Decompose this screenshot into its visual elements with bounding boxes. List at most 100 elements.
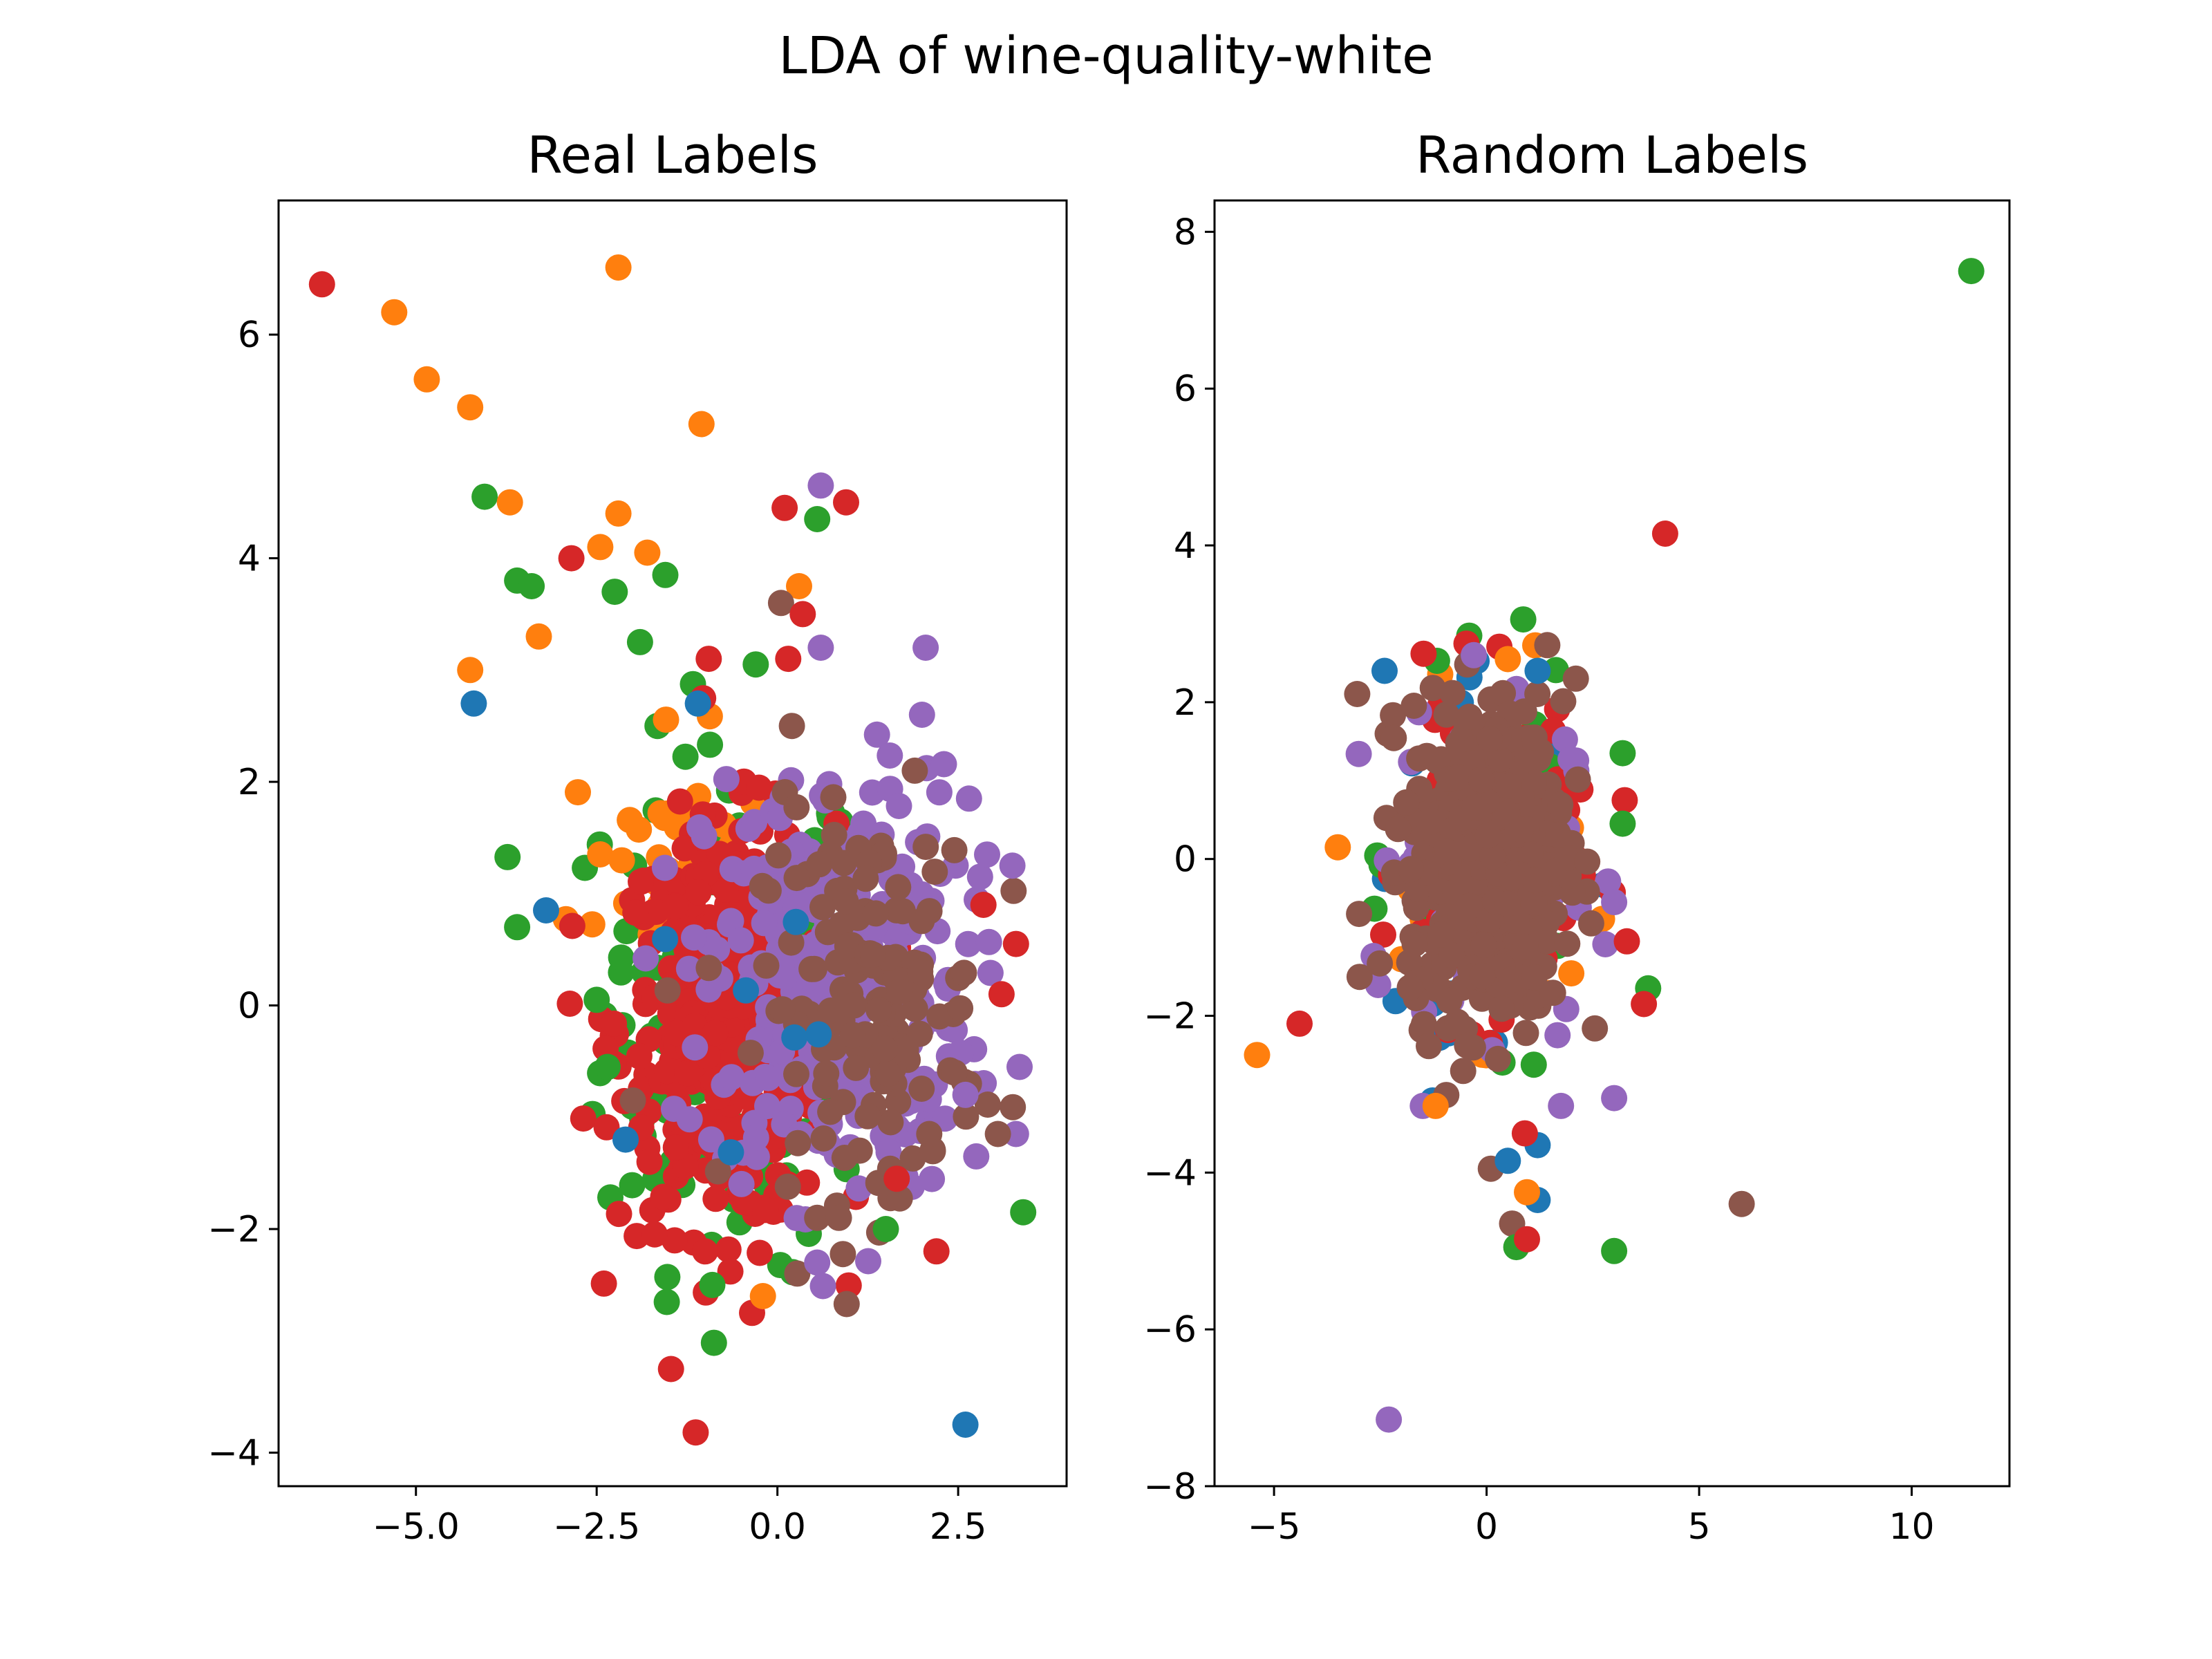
scatter-point bbox=[525, 623, 552, 650]
scatter-point bbox=[801, 955, 827, 982]
y-tick-label: 0 bbox=[238, 986, 261, 1027]
scatter-point bbox=[908, 702, 935, 728]
scatter-point bbox=[999, 852, 1026, 879]
scatter-point bbox=[752, 1197, 779, 1224]
scatter-point bbox=[671, 835, 698, 862]
scatter-point bbox=[814, 919, 841, 946]
scatter-point bbox=[1346, 901, 1373, 928]
scatter-point bbox=[1522, 867, 1549, 894]
scatter-point bbox=[457, 394, 484, 421]
scatter-point bbox=[601, 579, 628, 606]
scatter-point bbox=[308, 271, 335, 298]
scatter-point bbox=[751, 910, 778, 937]
scatter-point bbox=[1456, 892, 1483, 919]
scatter-point bbox=[832, 888, 859, 915]
scatter-point bbox=[872, 1216, 899, 1242]
scatter-point bbox=[556, 991, 583, 1017]
scatter-point bbox=[830, 850, 857, 877]
scatter-point bbox=[755, 1065, 782, 1091]
scatter-point bbox=[952, 1081, 979, 1108]
scatter-point bbox=[652, 926, 679, 953]
x-tick-label: −5 bbox=[1248, 1506, 1301, 1548]
scatter-point bbox=[1564, 766, 1591, 793]
scatter-point bbox=[953, 1103, 980, 1130]
scatter-point bbox=[807, 472, 834, 499]
scatter-point bbox=[783, 865, 810, 892]
scatter-point bbox=[883, 1165, 910, 1192]
x-tick-label: 10 bbox=[1888, 1506, 1934, 1548]
scatter-point bbox=[923, 1238, 950, 1265]
scatter-point bbox=[970, 892, 997, 918]
scatter-point bbox=[682, 1419, 709, 1446]
scatter-point bbox=[653, 1288, 680, 1315]
scatter-point bbox=[977, 959, 1004, 986]
scatter-point bbox=[1468, 767, 1494, 794]
scatter-point bbox=[771, 494, 798, 521]
scatter-point bbox=[457, 657, 484, 684]
scatter-point bbox=[558, 545, 585, 572]
scatter-point bbox=[1439, 679, 1466, 706]
y-tick-label: 0 bbox=[1174, 839, 1197, 881]
y-tick-label: −2 bbox=[207, 1209, 261, 1250]
scatter-point bbox=[1545, 821, 1572, 848]
scatter-point bbox=[1547, 791, 1574, 818]
y-tick-label: 8 bbox=[1174, 212, 1197, 253]
scatter-point bbox=[1324, 834, 1351, 861]
scatter-point bbox=[1385, 816, 1412, 843]
y-tick-label: 2 bbox=[238, 762, 261, 803]
scatter-point bbox=[1499, 864, 1526, 891]
scatter-point bbox=[1511, 1120, 1538, 1147]
scatter-point bbox=[975, 928, 1002, 955]
scatter-point bbox=[1244, 1042, 1271, 1069]
scatter-point bbox=[1403, 894, 1430, 921]
scatter-point bbox=[833, 489, 859, 516]
scatter-point bbox=[885, 793, 912, 819]
scatter-point bbox=[778, 713, 805, 740]
scatter-point bbox=[1611, 787, 1638, 814]
scatter-point bbox=[1367, 950, 1394, 977]
scatter-point bbox=[1418, 808, 1445, 835]
x-tick-label: −2.5 bbox=[553, 1506, 640, 1548]
scatter-point bbox=[579, 911, 606, 938]
scatter-point bbox=[504, 914, 531, 941]
scatter-point bbox=[1376, 1406, 1403, 1433]
scatter-point bbox=[877, 742, 903, 769]
scatter-point bbox=[713, 766, 740, 793]
scatter-point bbox=[1544, 1022, 1571, 1049]
scatter-point bbox=[662, 1134, 689, 1161]
scatter-point bbox=[809, 894, 836, 921]
y-tick-label: −4 bbox=[1143, 1152, 1197, 1194]
scatter-point bbox=[886, 978, 913, 1005]
scatter-point bbox=[1557, 746, 1584, 773]
scatter-point bbox=[1521, 724, 1548, 751]
scatter-point bbox=[559, 912, 585, 939]
scatter-point bbox=[662, 1227, 688, 1254]
scatter-point bbox=[1562, 665, 1589, 692]
scatter-point bbox=[1398, 856, 1424, 883]
scatter-point bbox=[955, 930, 982, 957]
scatter-point bbox=[1554, 930, 1581, 957]
axes-real-labels: −5.0 −2.5 0.0 2.5 −4 −2 0 2 4 6 Real Labels bbox=[207, 126, 1068, 1548]
scatter-point bbox=[570, 1105, 597, 1132]
scatter-point bbox=[1400, 693, 1427, 719]
scatter-point bbox=[565, 779, 591, 806]
scatter-point bbox=[733, 977, 760, 1004]
scatter-point bbox=[653, 1058, 680, 1085]
y-tick-label: 4 bbox=[1174, 525, 1197, 567]
scatter-point bbox=[1494, 890, 1521, 917]
scatter-point bbox=[666, 788, 693, 815]
scatter-point bbox=[1444, 1009, 1471, 1035]
scatter-point bbox=[874, 1060, 901, 1087]
scatter-point bbox=[1461, 641, 1488, 668]
scatter-point bbox=[1345, 740, 1372, 767]
scatter-point bbox=[966, 863, 993, 890]
scatter-point bbox=[1601, 1085, 1628, 1112]
scatter-point bbox=[1550, 688, 1577, 715]
scatter-point bbox=[718, 1064, 745, 1091]
scatter-point bbox=[825, 1204, 852, 1231]
scatter-point bbox=[1410, 640, 1437, 667]
scatter-point bbox=[941, 836, 968, 863]
scatter-point bbox=[765, 842, 791, 869]
scatter-point bbox=[675, 955, 702, 982]
scatter-point bbox=[885, 874, 912, 901]
